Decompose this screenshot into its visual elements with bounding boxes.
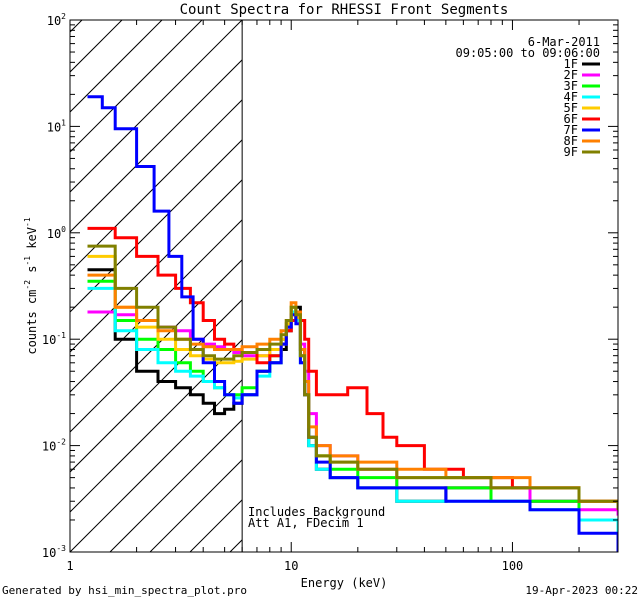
timestamp-label: 19-Apr-2023 00:22 — [525, 584, 638, 597]
hatch-line — [70, 299, 243, 473]
y-tick-label: 102 — [47, 12, 66, 28]
y-tick-label: 101 — [47, 118, 66, 134]
hatch-line — [0, 20, 42, 552]
series-line-1F — [87, 268, 618, 534]
series-line-8F — [87, 273, 618, 510]
hatch-line — [350, 20, 640, 552]
annotation-line-1: Includes Background — [248, 505, 385, 519]
x-tick-label: 10 — [284, 559, 298, 573]
x-axis-label: Energy (keV) — [301, 576, 388, 590]
legend-label-2F: 2F — [564, 68, 578, 82]
hatch-line — [0, 20, 2, 552]
series-line-4F — [87, 286, 618, 534]
hatch-line — [430, 20, 640, 552]
series-line-2F — [87, 310, 618, 516]
legend-label-1F: 1F — [564, 57, 578, 71]
legend-label-6F: 6F — [564, 112, 578, 126]
date-label: 6-Mar-2011 — [528, 35, 600, 49]
y-axis-label: counts cm-2 s-1 keV-1 — [23, 217, 39, 354]
hatch-line — [70, 99, 243, 273]
x-tick-label: 1 — [66, 559, 73, 573]
chart-title: Count Spectra for RHESSI Front Segments — [180, 2, 509, 18]
hatch-line — [70, 20, 163, 113]
hatch-line — [70, 379, 243, 552]
legend-label-7F: 7F — [564, 123, 578, 137]
legend-label-9F: 9F — [564, 145, 578, 159]
generated-by-label: Generated by hsi_min_spectra_plot.pro — [2, 584, 247, 597]
hatch-line — [70, 259, 243, 433]
hatch-line — [109, 419, 243, 552]
hatch-line — [70, 339, 243, 513]
legend-label-8F: 8F — [564, 134, 578, 148]
hatch-line — [70, 20, 243, 193]
hatch-line — [70, 219, 243, 393]
y-tick-label: 10-2 — [42, 438, 66, 454]
hatch-line — [270, 20, 640, 552]
series-line-9F — [87, 244, 618, 510]
hatch-line — [630, 20, 640, 552]
y-tick-label: 100 — [47, 225, 66, 241]
legend-label-3F: 3F — [564, 79, 578, 93]
annotation-line-2: Att A1, FDecim 1 — [248, 516, 364, 530]
y-tick-label: 10-3 — [42, 544, 66, 560]
hatch-line — [390, 20, 640, 552]
legend-label-5F: 5F — [564, 101, 578, 115]
hatch-line — [470, 20, 640, 552]
plot-frame — [69, 19, 619, 553]
hatch-line — [70, 179, 243, 353]
y-tick-label: 10-1 — [42, 331, 66, 347]
hatched-region — [0, 20, 640, 552]
hatch-line — [70, 139, 243, 313]
hatch-line — [590, 20, 640, 552]
time-range-label: 09:05:00 to 09:06:00 — [456, 46, 601, 60]
legend-label-4F: 4F — [564, 90, 578, 104]
x-tick-label: 100 — [502, 559, 524, 573]
hatch-line — [149, 459, 243, 552]
hatch-line — [310, 20, 640, 552]
series-line-7F — [87, 95, 618, 552]
series-line-6F — [87, 226, 618, 510]
hatch-line — [70, 59, 243, 233]
hatch-line — [229, 539, 243, 552]
